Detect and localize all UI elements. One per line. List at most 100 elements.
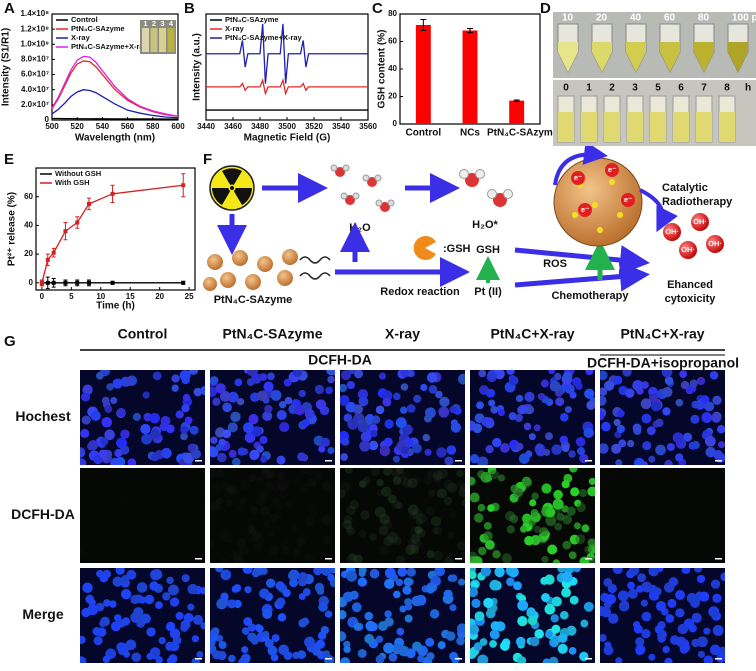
cell-nucleus — [506, 370, 515, 376]
cell-nucleus — [270, 389, 282, 401]
cell-nucleus — [130, 594, 140, 605]
time-label: 6 — [678, 83, 684, 94]
cell-nucleus — [435, 390, 443, 399]
cell-nucleus — [506, 568, 515, 574]
column-label: PtN₄C-SAzyme — [222, 326, 322, 342]
cell-nucleus — [236, 397, 245, 406]
cell-nucleus — [627, 439, 635, 448]
cell-nucleus — [658, 490, 668, 500]
cell-nucleus — [191, 635, 199, 643]
cell-nucleus — [216, 598, 228, 610]
cell-nucleus — [688, 624, 697, 633]
x-tick-label: 3500 — [278, 122, 296, 131]
cell-nucleus — [384, 578, 395, 589]
vial-liquid — [694, 42, 714, 72]
cell-nucleus — [585, 370, 594, 376]
cell-nucleus — [622, 370, 632, 377]
cell-nucleus — [569, 595, 579, 605]
cell-nucleus — [244, 585, 252, 594]
y-tick-label: 40 — [24, 221, 33, 230]
cell-nucleus — [80, 535, 89, 544]
cell-nucleus — [193, 387, 203, 397]
cell-nucleus — [218, 640, 227, 650]
cell-nucleus — [104, 429, 115, 441]
cell-nucleus — [327, 375, 335, 384]
cell-nucleus — [562, 540, 572, 550]
cell-nucleus — [258, 489, 269, 500]
cell-nucleus — [315, 399, 327, 410]
cell-nucleus — [375, 655, 385, 663]
cell-nucleus — [515, 394, 524, 403]
cell-nucleus — [551, 444, 562, 456]
cell-nucleus — [518, 453, 530, 464]
cell-nucleus — [611, 443, 622, 454]
time-unit: h — [745, 83, 751, 94]
error-bar — [467, 27, 473, 34]
cell-nucleus — [94, 529, 104, 539]
time-label: 2 — [609, 83, 615, 94]
cell-nucleus — [383, 642, 395, 654]
cell-nucleus — [584, 388, 595, 399]
cell-nucleus — [627, 588, 638, 599]
cell-nucleus — [359, 529, 367, 538]
cell-nucleus — [282, 588, 291, 598]
cell-nucleus — [603, 577, 613, 587]
cell-nucleus — [528, 433, 536, 441]
cell-nucleus — [340, 609, 347, 620]
cell-nucleus — [344, 468, 353, 474]
cell-nucleus — [703, 627, 711, 635]
cell-nucleus — [450, 422, 461, 433]
cell-nucleus — [248, 527, 257, 536]
cell-nucleus — [247, 632, 257, 642]
cell-nucleus — [551, 596, 562, 607]
cell-nucleus — [420, 383, 428, 392]
cell-nucleus — [190, 530, 200, 540]
cell-nucleus — [108, 542, 119, 553]
cell-nucleus — [220, 592, 229, 601]
scale-bar — [195, 658, 202, 660]
radical-label: OH· — [665, 227, 679, 236]
cell-nucleus — [480, 568, 492, 577]
cell-nucleus — [483, 531, 493, 541]
cell-nucleus — [675, 608, 685, 618]
vial-liquid — [673, 112, 689, 142]
cell-nucleus — [712, 593, 722, 603]
bar — [462, 30, 478, 124]
vial-liquid — [627, 112, 643, 142]
cell-nucleus — [295, 537, 307, 548]
cell-nucleus — [379, 545, 390, 556]
cell-nucleus — [282, 546, 290, 555]
cell-nucleus — [156, 556, 165, 563]
cell-nucleus — [264, 481, 274, 491]
cell-nucleus — [354, 370, 364, 379]
cell-nucleus — [615, 528, 626, 539]
cell-nucleus — [557, 633, 568, 643]
micrograph-bg — [210, 468, 335, 563]
cell-nucleus — [80, 635, 86, 645]
cell-nucleus — [655, 444, 666, 456]
cell-nucleus — [284, 396, 293, 405]
cell-nucleus — [456, 469, 464, 477]
cell-nucleus — [443, 479, 454, 491]
cell-nucleus — [599, 526, 609, 536]
cell-nucleus — [635, 647, 644, 656]
cell-nucleus — [150, 428, 160, 439]
cell-nucleus — [96, 569, 104, 578]
legend-label: PtN₄C-SAzyme — [225, 15, 279, 24]
cell-nucleus — [534, 629, 544, 639]
scale-bar — [585, 658, 592, 660]
micrograph — [80, 568, 205, 663]
cell-nucleus — [136, 582, 148, 593]
cell-nucleus — [227, 422, 238, 433]
cell-nucleus — [510, 484, 519, 493]
cell-nucleus — [703, 655, 714, 663]
cell-nucleus — [307, 478, 317, 488]
cell-nucleus — [231, 585, 240, 593]
cell-nucleus — [499, 641, 510, 651]
photo — [553, 12, 756, 78]
cell-nucleus — [666, 442, 675, 452]
cell-nucleus — [184, 416, 193, 425]
cell-nucleus — [210, 376, 219, 385]
cell-nucleus — [662, 386, 673, 398]
cell-nucleus — [126, 569, 137, 580]
